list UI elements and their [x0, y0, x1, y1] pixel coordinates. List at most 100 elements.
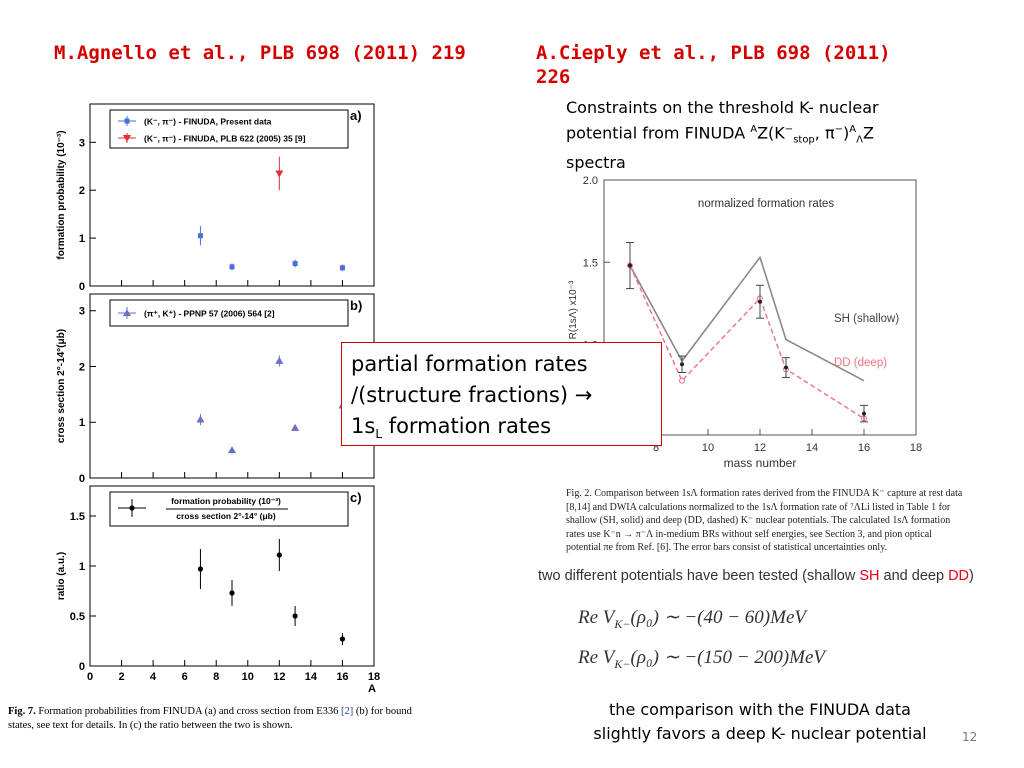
x-tick-label: 4 [150, 671, 157, 683]
dd-deep-line [629, 265, 865, 420]
deep-potential-formula: Re VK−(ρ₀) ∼ −(150 − 200)MeV [578, 647, 825, 671]
panel-tag: b) [350, 298, 362, 313]
legend-marker [124, 118, 130, 124]
right-figure-caption: Fig. 2. Comparison between 1sΛ formation… [566, 488, 963, 553]
sh-series-label: SH (shallow) [834, 313, 899, 325]
y-axis-label: R(1sΛ) x10⁻³ [568, 280, 579, 339]
conclusion-text: the comparison with the FINUDA data slig… [560, 698, 960, 746]
data-point [758, 299, 762, 304]
panel-b: 0 1 2 3 cross section 2°-14°(μb) b) (π⁺, K⁺) -… [56, 293, 375, 485]
y-tick-label: 2 [79, 185, 85, 197]
legend-label: (π⁺, K⁺) - PPNP 57 (2006) 564 [2] [144, 309, 275, 319]
subtitle-line-1: Constraints on the threshold K- nuclear [566, 98, 879, 117]
x-tick-label: 16 [858, 442, 870, 454]
y-tick-label: 1.5 [583, 257, 598, 269]
data-point [196, 415, 205, 423]
data-point [628, 263, 632, 268]
panel-tag: a) [350, 108, 362, 123]
x-axis-label: A [368, 683, 376, 695]
y-tick-label: 1 [79, 417, 85, 429]
y-tick-label: 0 [79, 473, 85, 485]
left-reference-title: M.Agnello et al., PLB 698 (2011) 219 [54, 42, 466, 64]
data-point [228, 446, 236, 454]
data-point [292, 260, 298, 266]
panel-a-frame [89, 103, 375, 287]
x-tick-label: 14 [806, 442, 818, 454]
y-tick-label: 2.0 [583, 175, 598, 187]
x-tick-label: 12 [754, 442, 766, 454]
y-tick-label: 0 [79, 661, 85, 673]
legend: formation probability (10⁻³) cross sectio… [109, 491, 349, 527]
y-axis-label: ratio (a.u.) [56, 552, 67, 600]
x-tick-label: 14 [305, 671, 318, 683]
legend-marker [123, 135, 131, 142]
right-reference-title: A.Cieply et al., PLB 698 (2011) 226 [536, 42, 891, 88]
callout-line-1: partial formation rates [351, 352, 588, 376]
x-tick-label: 8 [653, 442, 659, 454]
data-point [275, 356, 284, 364]
x-tick-label: 16 [336, 671, 348, 683]
legend-marker [123, 309, 131, 316]
legend-label: (K⁻, π⁻) - FINUDA, Present data [144, 117, 272, 127]
data-point [276, 552, 282, 558]
y-tick-label: 1 [79, 233, 85, 245]
y-tick-label: 3 [79, 306, 85, 318]
x-tick-label: 18 [910, 442, 922, 454]
legend-box [109, 109, 349, 149]
data-point [197, 233, 203, 239]
data-point [229, 264, 235, 270]
subtitle-line-2: potential from FINUDA AZ(K−stop, π−)AΛZ [566, 123, 874, 146]
sh-shallow-line [629, 255, 865, 382]
panel-c-frame [89, 485, 375, 667]
callout-line-2: /(structure fractions) → [351, 383, 593, 407]
data-point [229, 590, 235, 596]
legend-label: (K⁻, π⁻) - FINUDA, PLB 622 (2005) 35 [9] [144, 134, 306, 144]
subtitle-line-3: spectra [566, 152, 626, 172]
figure-subtitle: Constraints on the threshold K- nuclear … [566, 97, 986, 174]
dd-series-label: DD (deep) [834, 357, 887, 369]
dd-point [679, 377, 685, 384]
legend-marker [129, 505, 135, 511]
data-point [680, 362, 684, 367]
data-point [339, 636, 346, 642]
data-point [292, 613, 298, 619]
y-tick-label: 1 [79, 561, 85, 573]
callout-line-3: 1sL formation rates [351, 414, 552, 442]
legend-label: cross section 2°-14° (μb) [176, 511, 276, 521]
page-number: 12 [962, 730, 978, 744]
x-tick-label: 12 [273, 671, 285, 683]
left-figure-caption: Fig. 7. Formation probabilities from FIN… [8, 706, 412, 731]
data-point [275, 170, 284, 178]
legend: (π⁺, K⁺) - PPNP 57 (2006) 564 [2] [109, 299, 349, 327]
callout-box: partial formation rates /(structure frac… [341, 342, 662, 446]
x-tick-label: 6 [182, 671, 188, 683]
x-tick-label: 0 [87, 671, 93, 683]
x-axis-label: mass number [724, 456, 797, 470]
conclusion-line-1: the comparison with the FINUDA data [609, 700, 911, 719]
x-tick-label: 10 [242, 671, 254, 683]
y-tick-label: 2 [79, 361, 85, 373]
panel-tag: c) [350, 490, 362, 505]
data-point [339, 265, 345, 271]
data-point [197, 566, 204, 572]
legend: (K⁻, π⁻) - FINUDA, Present data (K⁻, π⁻) … [109, 109, 349, 149]
data-point [291, 423, 300, 431]
x-tick-label: 10 [702, 442, 714, 454]
data-point [784, 365, 788, 370]
chart-title: normalized formation rates [698, 198, 834, 210]
x-tick-label: 8 [213, 671, 219, 683]
data-point [862, 411, 866, 416]
y-axis-label: cross section 2°-14°(μb) [56, 329, 67, 443]
x-tick-label: 2 [118, 671, 124, 683]
legend-label: formation probability (10⁻³) [171, 496, 281, 506]
potentials-note: two different potentials have been teste… [538, 568, 974, 584]
y-tick-label: 3 [79, 137, 85, 149]
conclusion-line-2: slightly favors a deep K- nuclear potent… [593, 724, 927, 743]
y-tick-label: 0 [79, 281, 85, 293]
shallow-potential-formula: Re VK−(ρ₀) ∼ −(40 − 60)MeV [578, 607, 806, 631]
y-axis-label: formation probability (10⁻³) [56, 130, 67, 259]
